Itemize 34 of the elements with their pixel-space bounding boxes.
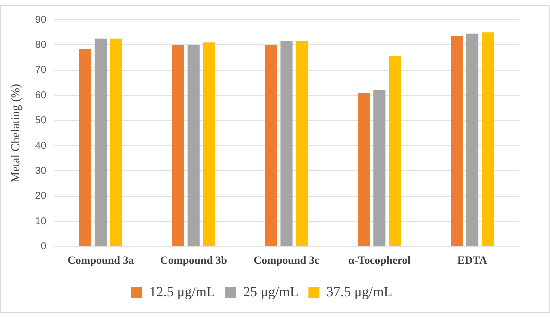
legend-label: 37.5 μg/mL (326, 286, 393, 301)
bar (203, 42, 216, 246)
x-tick-label: Compound 3c (254, 255, 320, 268)
bar (358, 93, 370, 246)
x-tick-label: Compound 3a (68, 255, 135, 268)
bar (188, 45, 200, 246)
bar (280, 41, 293, 246)
x-tick-label: EDTA (458, 255, 488, 268)
bar (466, 34, 479, 246)
bar (374, 90, 386, 246)
y-tick-label: 50 (35, 116, 47, 127)
x-tick-label: α-Tocopherol (348, 255, 411, 268)
bar (389, 56, 402, 246)
y-axis-title: Metal Chelating (%) (8, 84, 22, 183)
bar (482, 32, 494, 246)
bar (296, 41, 308, 246)
legend-label: 25 μg/mL (243, 286, 299, 301)
legend-label: 12.5 μg/mL (149, 286, 216, 301)
bar (79, 48, 92, 246)
x-tick-label: Compound 3b (160, 255, 228, 268)
y-tick-label: 30 (35, 166, 47, 177)
y-tick-label: 70 (35, 65, 47, 76)
bar (265, 45, 278, 246)
y-tick-label: 10 (35, 216, 47, 228)
bar (451, 36, 464, 246)
y-tick-label: 20 (35, 191, 47, 202)
bar (94, 38, 108, 246)
y-tick-label: 0 (40, 242, 47, 253)
bar (172, 45, 184, 246)
y-tick-label: 90 (35, 14, 47, 26)
bar (110, 38, 122, 246)
y-tick-label: 40 (35, 140, 47, 152)
y-tick-label: 80 (35, 40, 47, 51)
y-tick-label: 60 (35, 90, 47, 102)
